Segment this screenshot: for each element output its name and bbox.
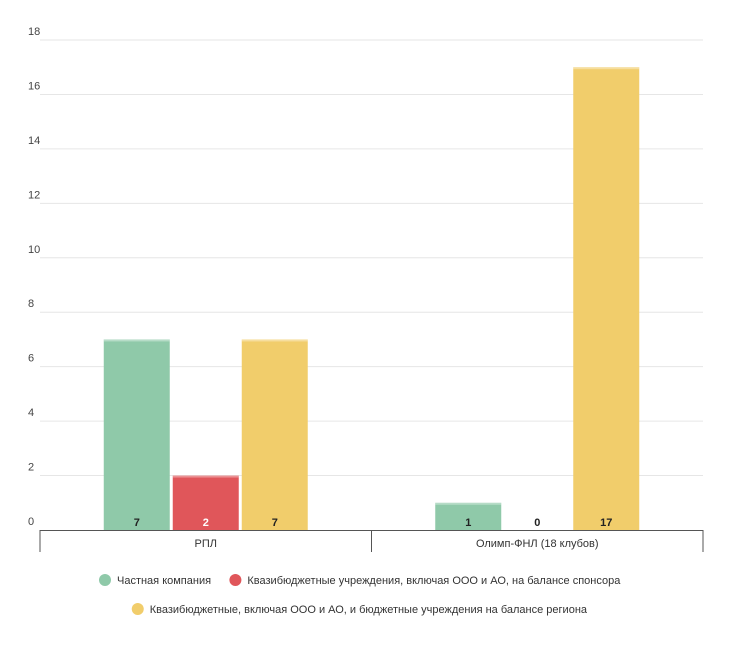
bar	[172, 475, 239, 530]
bars	[103, 67, 640, 530]
y-tick-label: 4	[28, 407, 34, 419]
x-tick-label: Олимп-ФНЛ (18 клубов)	[476, 538, 599, 550]
bar	[573, 67, 640, 530]
legend-item[interactable]: Частная компания	[99, 574, 211, 587]
y-tick-label: 18	[28, 26, 40, 38]
bar-highlight	[103, 339, 170, 342]
legend-swatch	[229, 574, 242, 586]
bar	[103, 339, 170, 530]
legend-swatch	[131, 603, 144, 615]
bar-highlight	[172, 475, 239, 478]
bar	[241, 339, 308, 530]
data-label: 7	[272, 517, 278, 529]
legend-label: Квазибюджетные учреждения, включая ООО и…	[247, 575, 621, 587]
x-axis: РПЛ Олимп-ФНЛ (18 клубов)	[39, 530, 704, 552]
legend-label: Квазибюджетные, включая ООО и АО, и бюдж…	[150, 604, 588, 616]
bar-highlight	[241, 339, 308, 342]
y-tick-label: 8	[28, 298, 34, 310]
bar-highlight	[573, 67, 640, 70]
legend-swatch	[99, 574, 111, 586]
data-label: 7	[134, 517, 140, 529]
y-tick-label: 10	[28, 244, 40, 256]
x-tick-label: РПЛ	[195, 538, 217, 550]
y-tick-label: 12	[28, 189, 40, 201]
legend: Частная компания Квазибюджетные учреждени…	[99, 574, 621, 616]
legend-item[interactable]: Квазибюджетные учреждения, включая ООО и…	[229, 574, 621, 587]
y-axis-ticks: 0 2 4 6 8 10 12 14 16 18	[28, 26, 40, 528]
legend-item[interactable]: Квазибюджетные, включая ООО и АО, и бюдж…	[131, 603, 588, 616]
y-tick-label: 0	[28, 516, 34, 528]
bar	[435, 502, 502, 530]
y-tick-label: 6	[28, 353, 34, 365]
data-label: 17	[600, 517, 612, 529]
bar-highlight	[435, 502, 502, 505]
data-label: 0	[534, 517, 540, 529]
y-tick-label: 2	[28, 462, 34, 474]
data-labels: 7 2 7 1 0 17	[134, 517, 613, 529]
data-label: 2	[203, 517, 209, 529]
data-label: 1	[465, 517, 471, 529]
legend-label: Частная компания	[117, 575, 211, 587]
y-tick-label: 14	[28, 135, 40, 147]
y-tick-label: 16	[28, 80, 40, 92]
